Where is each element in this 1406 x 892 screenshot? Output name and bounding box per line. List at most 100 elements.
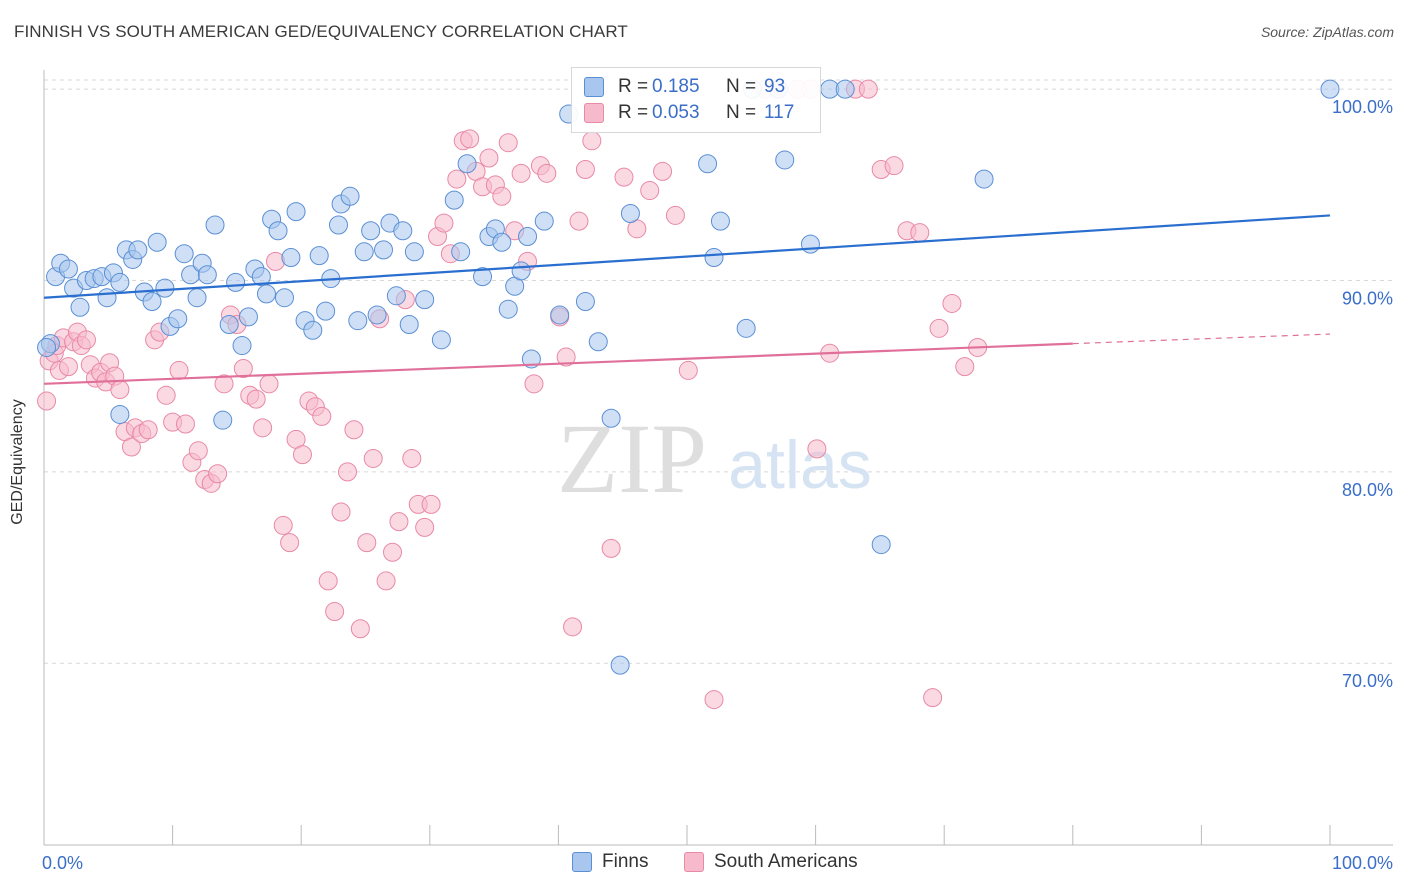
finns-point <box>457 154 477 174</box>
finns-point <box>601 408 621 428</box>
finns-point <box>256 284 276 304</box>
finns-point <box>187 288 207 308</box>
r-label: R = <box>618 76 649 97</box>
finns-point <box>340 186 360 206</box>
r-value: 0.053 <box>652 102 700 123</box>
south-americans-point <box>807 439 827 459</box>
finns-point <box>174 244 194 264</box>
y-tick-label: 90.0% <box>1342 288 1393 308</box>
finns-swatch <box>584 77 604 97</box>
x-tick-label-max: 100.0% <box>1332 853 1393 873</box>
finns-swatch <box>572 852 592 872</box>
south-americans-point <box>575 160 595 180</box>
south-americans-point <box>259 374 279 394</box>
finns-point <box>128 240 148 260</box>
finns-point <box>205 215 225 235</box>
y-tick-label: 70.0% <box>1342 671 1393 691</box>
finns-point <box>70 297 90 317</box>
south-americans-point <box>344 420 364 440</box>
south-americans-point <box>498 133 518 153</box>
finns-point <box>404 242 424 262</box>
legend-item-finns[interactable]: Finns <box>572 851 648 873</box>
finns-point <box>974 169 994 189</box>
finns-point <box>835 79 855 99</box>
south-americans-point <box>357 533 377 553</box>
finns-point <box>226 272 246 292</box>
south-americans-point <box>614 167 634 187</box>
south-americans-point <box>704 690 724 710</box>
y-tick-label: 100.0% <box>1332 97 1393 117</box>
south-americans-point <box>253 418 273 438</box>
finns-point <box>197 265 217 285</box>
finns-point <box>37 337 57 357</box>
source-label: Source: ZipAtlas.com <box>1260 24 1394 40</box>
south-americans-point <box>273 515 293 535</box>
south-americans-point <box>421 494 441 514</box>
finns-point <box>155 278 175 298</box>
finns-point <box>110 272 130 292</box>
finns-point <box>110 404 130 424</box>
finns-point <box>393 221 413 241</box>
south-americans-point <box>434 213 454 233</box>
legend-item-south-americans[interactable]: South Americans <box>684 851 858 873</box>
finns-point <box>286 202 306 222</box>
finns-point <box>147 232 167 252</box>
finns-point <box>775 150 795 170</box>
south-americans-point <box>402 448 422 468</box>
south-americans-point <box>312 406 332 426</box>
y-tick-label: 80.0% <box>1342 480 1393 500</box>
south-americans-point <box>582 131 602 151</box>
stats-row-south-americans: R = 0.053 N = 117 <box>584 101 794 125</box>
south-americans-point <box>318 571 338 591</box>
south-americans-point <box>923 688 943 708</box>
finns-point <box>251 267 271 287</box>
south-americans-point <box>331 502 351 522</box>
south-americans-point <box>389 512 409 532</box>
x-tick-label-min: 0.0% <box>42 853 83 873</box>
finns-point <box>97 288 117 308</box>
south-americans-point <box>110 380 130 400</box>
south-americans-swatch <box>584 103 604 123</box>
south-americans-point <box>942 293 962 313</box>
finns-point <box>534 211 554 231</box>
finns-point <box>367 305 387 325</box>
legend-label-finns: Finns <box>602 851 649 872</box>
finns-point <box>309 246 329 266</box>
south-americans-point <box>447 169 467 189</box>
finns-point <box>704 248 724 268</box>
tick-labels: 70.0% 80.0% 90.0% 100.0% 0.0% 100.0% <box>42 97 1393 873</box>
finns-point <box>328 215 348 235</box>
finns-point <box>354 242 374 262</box>
stats-row-finns: R = 0.185 N = 93 <box>584 75 785 99</box>
south-americans-point <box>678 360 698 380</box>
finns-point <box>415 290 435 310</box>
finns-point <box>361 221 381 241</box>
r-value: 0.185 <box>652 76 700 97</box>
finns-point <box>58 259 78 279</box>
finns-point <box>142 292 162 312</box>
finns-point <box>871 535 891 555</box>
south-americans-point <box>569 211 589 231</box>
stats-legend: R = 0.185 N = 93 R = 0.053 N = 117 <box>571 67 821 133</box>
finns-point <box>736 318 756 338</box>
south-americans-point <box>292 445 312 465</box>
finns-point <box>399 315 419 335</box>
finns-point <box>518 226 538 246</box>
south-americans-point <box>208 464 228 484</box>
finns-point <box>698 154 718 174</box>
south-americans-point <box>479 148 499 168</box>
south-americans-point <box>929 318 949 338</box>
south-americans-point <box>350 619 370 639</box>
south-americans-point <box>492 186 512 206</box>
finns-point <box>219 315 239 335</box>
finns-point <box>232 336 252 356</box>
finns-point <box>620 204 640 224</box>
south-americans-point <box>280 533 300 553</box>
south-americans-point <box>76 330 96 350</box>
south-americans-point <box>884 156 904 176</box>
south-americans-swatch <box>684 852 704 872</box>
south-americans-point <box>665 205 685 225</box>
south-americans-point <box>601 538 621 558</box>
south-americans-point <box>138 420 158 440</box>
